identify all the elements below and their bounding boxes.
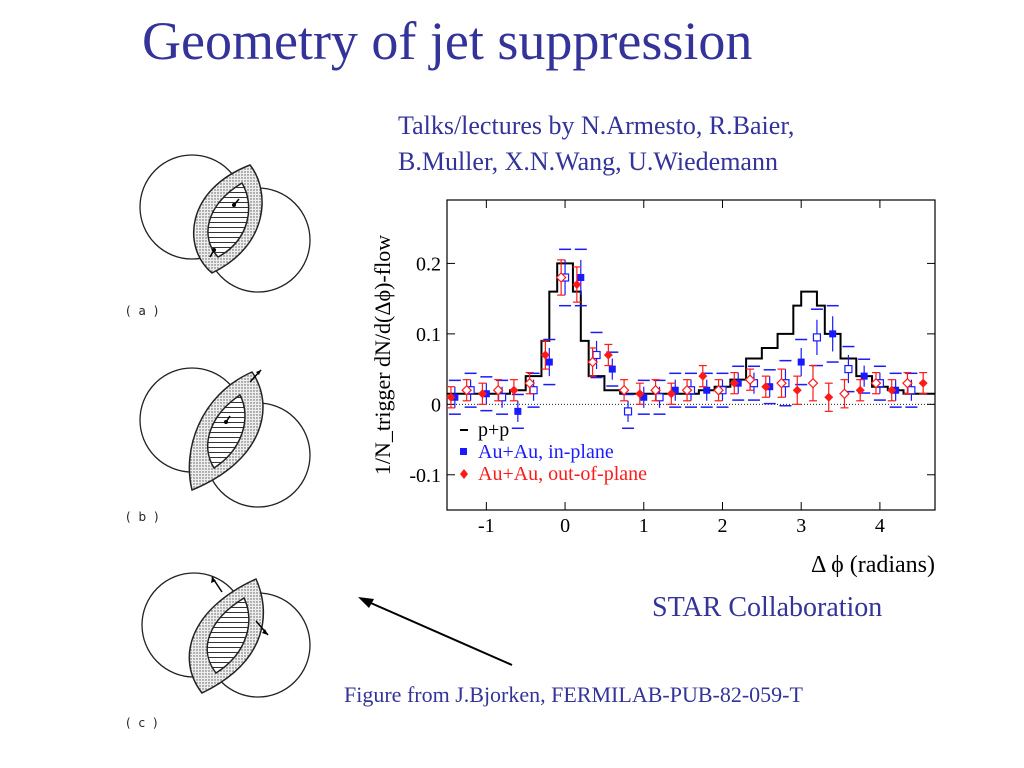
- in-plane-point: [529, 386, 538, 395]
- out-of-plane-point: [870, 377, 882, 389]
- diagram-label-b: ( b ): [126, 510, 161, 524]
- out-of-plane-point: [446, 392, 456, 402]
- out-of-plane-point: [492, 384, 504, 396]
- out-of-plane-point: [824, 392, 834, 402]
- diagram-label-c: ( c ): [126, 716, 160, 730]
- in-plane-point: [623, 407, 633, 416]
- legend-marker-out-of-plane: [460, 469, 468, 479]
- out-of-plane-point: [792, 385, 802, 395]
- out-of-plane-point: [509, 385, 519, 395]
- legend-label: Au+Au, in-plane: [478, 441, 614, 463]
- in-plane-point: [577, 274, 585, 281]
- out-of-plane-point: [698, 371, 708, 381]
- x-tick-label: 0: [560, 515, 570, 537]
- in-plane-point: [907, 386, 916, 395]
- y-tick-label: -0.1: [409, 465, 441, 487]
- x-axis-label: Δ ϕ (radians): [811, 552, 935, 578]
- in-plane-point: [860, 372, 868, 380]
- out-of-plane-point: [807, 377, 819, 389]
- x-tick-label: 3: [796, 515, 806, 537]
- y-tick-label: 0: [431, 394, 441, 416]
- legend-marker-in-plane: [460, 448, 467, 455]
- y-tick-label: 0.2: [416, 253, 441, 275]
- figure-source-label: Figure from J.Bjorken, FERMILAB-PUB-82-0…: [344, 682, 803, 707]
- out-of-plane-point: [855, 385, 865, 395]
- out-of-plane-point: [918, 378, 928, 388]
- out-of-plane-point: [729, 378, 739, 388]
- x-tick-label: 2: [717, 515, 727, 537]
- x-tick-label: 1: [639, 515, 649, 537]
- in-plane-point: [797, 358, 805, 366]
- out-of-plane-point: [681, 384, 693, 396]
- out-of-plane-point: [744, 374, 756, 386]
- credits-line-2: B.Muller, X.N.Wang, U.Wiedemann: [398, 147, 778, 176]
- y-tick-label: 0.1: [416, 324, 441, 346]
- plot-frame: [446, 199, 936, 511]
- out-of-plane-point: [650, 384, 661, 396]
- x-tick-label: -1: [478, 515, 495, 537]
- in-plane-point: [545, 358, 553, 366]
- out-of-plane-point: [524, 377, 535, 389]
- in-plane-point: [703, 386, 711, 394]
- y-axis-label: 1/N_trigger dN/d(Δϕ)-flow: [370, 235, 395, 475]
- in-plane-point: [640, 393, 648, 401]
- diagram-label-a: ( a ): [126, 304, 161, 318]
- in-plane-point: [592, 350, 601, 360]
- star-dphi-chart: -1 0 1 2 3 4 -0.1 0 0.1 0.2 Δ ϕ (radians) 1/N_trigg…: [370, 199, 936, 578]
- bjorken-diagram-a: [139, 154, 311, 293]
- credits-line-1: Talks/lectures by N.Armesto, R.Baier,: [398, 111, 795, 140]
- in-plane-point: [844, 364, 853, 374]
- in-plane-point: [812, 333, 822, 342]
- x-tick-label: 4: [875, 515, 885, 537]
- out-of-plane-point: [761, 382, 771, 392]
- in-plane-point: [655, 393, 664, 402]
- in-plane-point: [671, 386, 679, 394]
- out-of-plane-point: [477, 389, 487, 399]
- in-plane-point: [497, 393, 507, 402]
- out-of-plane-point: [587, 356, 598, 368]
- bjorken-diagram-c: [141, 572, 311, 698]
- slide-title: Geometry of jet suppression: [142, 11, 753, 71]
- out-of-plane-point: [635, 389, 645, 399]
- in-plane-point: [514, 407, 522, 415]
- legend-label: Au+Au, out-of-plane: [478, 463, 647, 485]
- out-of-plane-point: [461, 384, 473, 396]
- out-of-plane-point: [618, 384, 630, 396]
- in-plane-point: [829, 330, 837, 338]
- out-of-plane-point: [713, 384, 724, 396]
- credits-text: Talks/lectures by N.Armesto, R.Baier, B.…: [398, 108, 794, 180]
- star-collaboration-label: STAR Collaboration: [652, 592, 883, 623]
- in-plane-point: [608, 365, 616, 373]
- out-of-plane-point: [776, 377, 787, 389]
- out-of-plane-point: [540, 350, 550, 360]
- out-of-plane-point: [839, 388, 850, 400]
- out-of-plane-point: [902, 377, 913, 389]
- out-of-plane-point: [572, 280, 582, 290]
- out-of-plane-point: [666, 389, 676, 399]
- bjorken-diagram-b: [139, 367, 311, 508]
- legend-label: p+p: [478, 419, 509, 441]
- out-of-plane-point: [887, 385, 897, 395]
- out-of-plane-point: [603, 350, 613, 360]
- out-of-plane-point: [555, 272, 567, 283]
